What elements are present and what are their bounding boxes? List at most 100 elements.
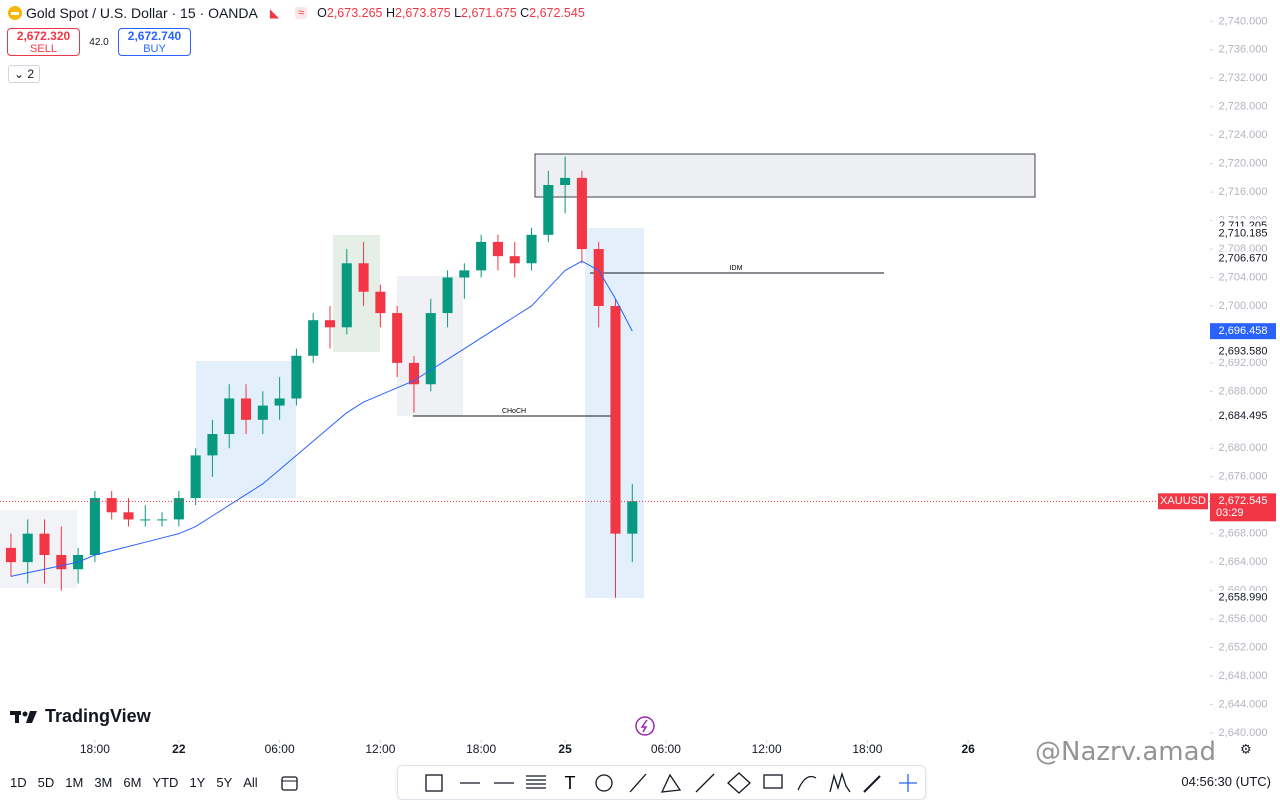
sell-price: 2,672.320 <box>16 29 71 43</box>
tool-curve[interactable] <box>797 775 817 791</box>
timeframe-button[interactable]: 5Y <box>216 775 233 790</box>
candle-body <box>526 234 537 264</box>
candle-body <box>341 263 352 328</box>
trade-panel: 2,672.320 SELL 42.0 2,672.740 BUY <box>7 28 191 56</box>
ohlc-value: 2,671.675 <box>461 6 517 20</box>
tool-brush[interactable] <box>863 775 881 793</box>
indicators-count: 2 <box>27 67 35 81</box>
tool-trend[interactable] <box>695 773 715 793</box>
tool-measure[interactable] <box>595 774 613 792</box>
tool-arrow[interactable] <box>629 773 647 793</box>
level-tag <box>1212 251 1276 266</box>
y-tick-label: 2,704.000 <box>1219 271 1268 283</box>
drawing-tools: T <box>397 765 926 800</box>
buy-button[interactable]: 2,672.740 BUY <box>118 28 191 56</box>
candle-body <box>123 512 134 520</box>
x-tick-label: 12:00 <box>365 742 395 756</box>
tool-shape[interactable] <box>727 772 751 794</box>
candle-body <box>593 249 604 306</box>
ohlc-key: H <box>385 6 395 20</box>
tool-text[interactable]: T <box>565 773 576 793</box>
tool-pattern[interactable] <box>660 773 682 793</box>
y-tick-label: 2,692.000 <box>1219 357 1268 369</box>
candle-body <box>509 256 520 264</box>
ohlc: O2,673.265 H2,673.875 L2,671.675 C2,672.… <box>317 6 585 20</box>
y-tick-label: 2,728.000 <box>1219 101 1268 113</box>
timeframe-button[interactable]: 1D <box>10 775 27 790</box>
timeframe-button[interactable]: 1Y <box>189 775 206 790</box>
symbol-icon <box>8 6 22 20</box>
level-tag <box>1212 409 1276 424</box>
timeframe-button[interactable]: 1M <box>65 775 84 790</box>
level-tag-label: 2,693.580 <box>1219 346 1268 358</box>
timeframe-button[interactable]: 3M <box>94 775 113 790</box>
y-tick-label: 2,648.000 <box>1219 670 1268 682</box>
candle-body <box>207 434 218 456</box>
ema-tag-label: 2,696.458 <box>1219 325 1268 337</box>
x-tick-label: 06:00 <box>265 742 295 756</box>
tool-fib[interactable] <box>526 775 546 789</box>
x-tick-label: 18:00 <box>852 742 882 756</box>
ohlc-value: 2,673.265 <box>326 6 383 20</box>
candle-body <box>358 263 369 292</box>
y-tick-label: 2,664.000 <box>1219 556 1268 568</box>
x-tick-label: 22 <box>172 742 186 756</box>
price-tag-label: 2,672.545 <box>1219 495 1268 507</box>
annotation: CHoCH <box>502 408 526 415</box>
candle-body <box>5 547 16 563</box>
candle-body <box>375 291 386 314</box>
date-range-icon[interactable] <box>280 773 300 793</box>
candle-body <box>576 177 587 250</box>
candle-body <box>459 270 470 278</box>
candle-body <box>408 362 420 385</box>
candle-body <box>425 313 436 385</box>
flag-icon[interactable]: ◣ <box>269 6 280 20</box>
tool-rect[interactable] <box>425 774 443 792</box>
candle-body <box>106 498 117 513</box>
drawings: CHoCH IDM <box>0 153 1036 598</box>
timeframe-button[interactable]: 5D <box>37 775 55 790</box>
buy-label: BUY <box>143 43 166 55</box>
timeframe-button[interactable]: 6M <box>123 775 142 790</box>
level-tag <box>1212 344 1276 359</box>
y-tick-label: 2,716.000 <box>1219 186 1268 198</box>
x-tick-label: 26 <box>961 742 975 756</box>
buy-price: 2,672.740 <box>127 29 182 43</box>
y-tick-label: 2,736.000 <box>1219 44 1268 56</box>
lightning-glyph <box>640 719 648 733</box>
spread: 42.0 <box>89 36 109 48</box>
tool-cursor[interactable] <box>899 774 917 792</box>
alert-icon[interactable]: ≈ <box>295 7 308 19</box>
y-tick-label: 2,668.000 <box>1219 528 1268 540</box>
candle-body <box>140 519 151 521</box>
level-tag <box>1212 590 1276 605</box>
sell-button[interactable]: 2,672.320 SELL <box>7 28 80 56</box>
chart: CHoCH IDM ⚙ 2,640.000 2,644.000 2,648.000 2… <box>0 15 1276 756</box>
timeframes: 1D 5D 1M 3M 6M YTD 1Y 5Y All <box>10 775 258 790</box>
candle-body <box>392 313 403 363</box>
level-tag-label: 2,658.990 <box>1219 592 1268 604</box>
timeframe-button[interactable]: All <box>243 775 258 790</box>
bottom-toolbar: 1D 5D 1M 3M 6M YTD 1Y 5Y All T 04:56:30 (UTC) <box>0 765 1280 800</box>
ema-tag <box>1210 323 1276 340</box>
y-tick-label: 2,688.000 <box>1219 385 1268 397</box>
indicators-toggle[interactable]: ⌄ 2 <box>8 65 41 83</box>
y-tick-label: 2,676.000 <box>1219 471 1268 483</box>
annotation: IDM <box>730 265 743 272</box>
watermark: @Nazrv.amad <box>1035 737 1217 767</box>
level-tag-label: 2,684.495 <box>1219 410 1268 422</box>
candle-body <box>157 519 168 521</box>
candle-body <box>442 277 453 314</box>
timeframe-button[interactable]: YTD <box>152 775 179 790</box>
lightning-icon[interactable] <box>635 716 655 736</box>
level-tag-label: 2,710.185 <box>1219 227 1268 239</box>
settings-icon[interactable]: ⚙ <box>1240 741 1252 756</box>
candle-body <box>627 501 638 534</box>
tool-note[interactable] <box>763 774 783 789</box>
y-tick-label: 2,740.000 <box>1219 15 1268 27</box>
ohlc-key: C <box>520 6 530 20</box>
tool-elliott[interactable] <box>829 771 851 793</box>
candle-body <box>560 177 571 185</box>
candle-body <box>173 498 184 520</box>
